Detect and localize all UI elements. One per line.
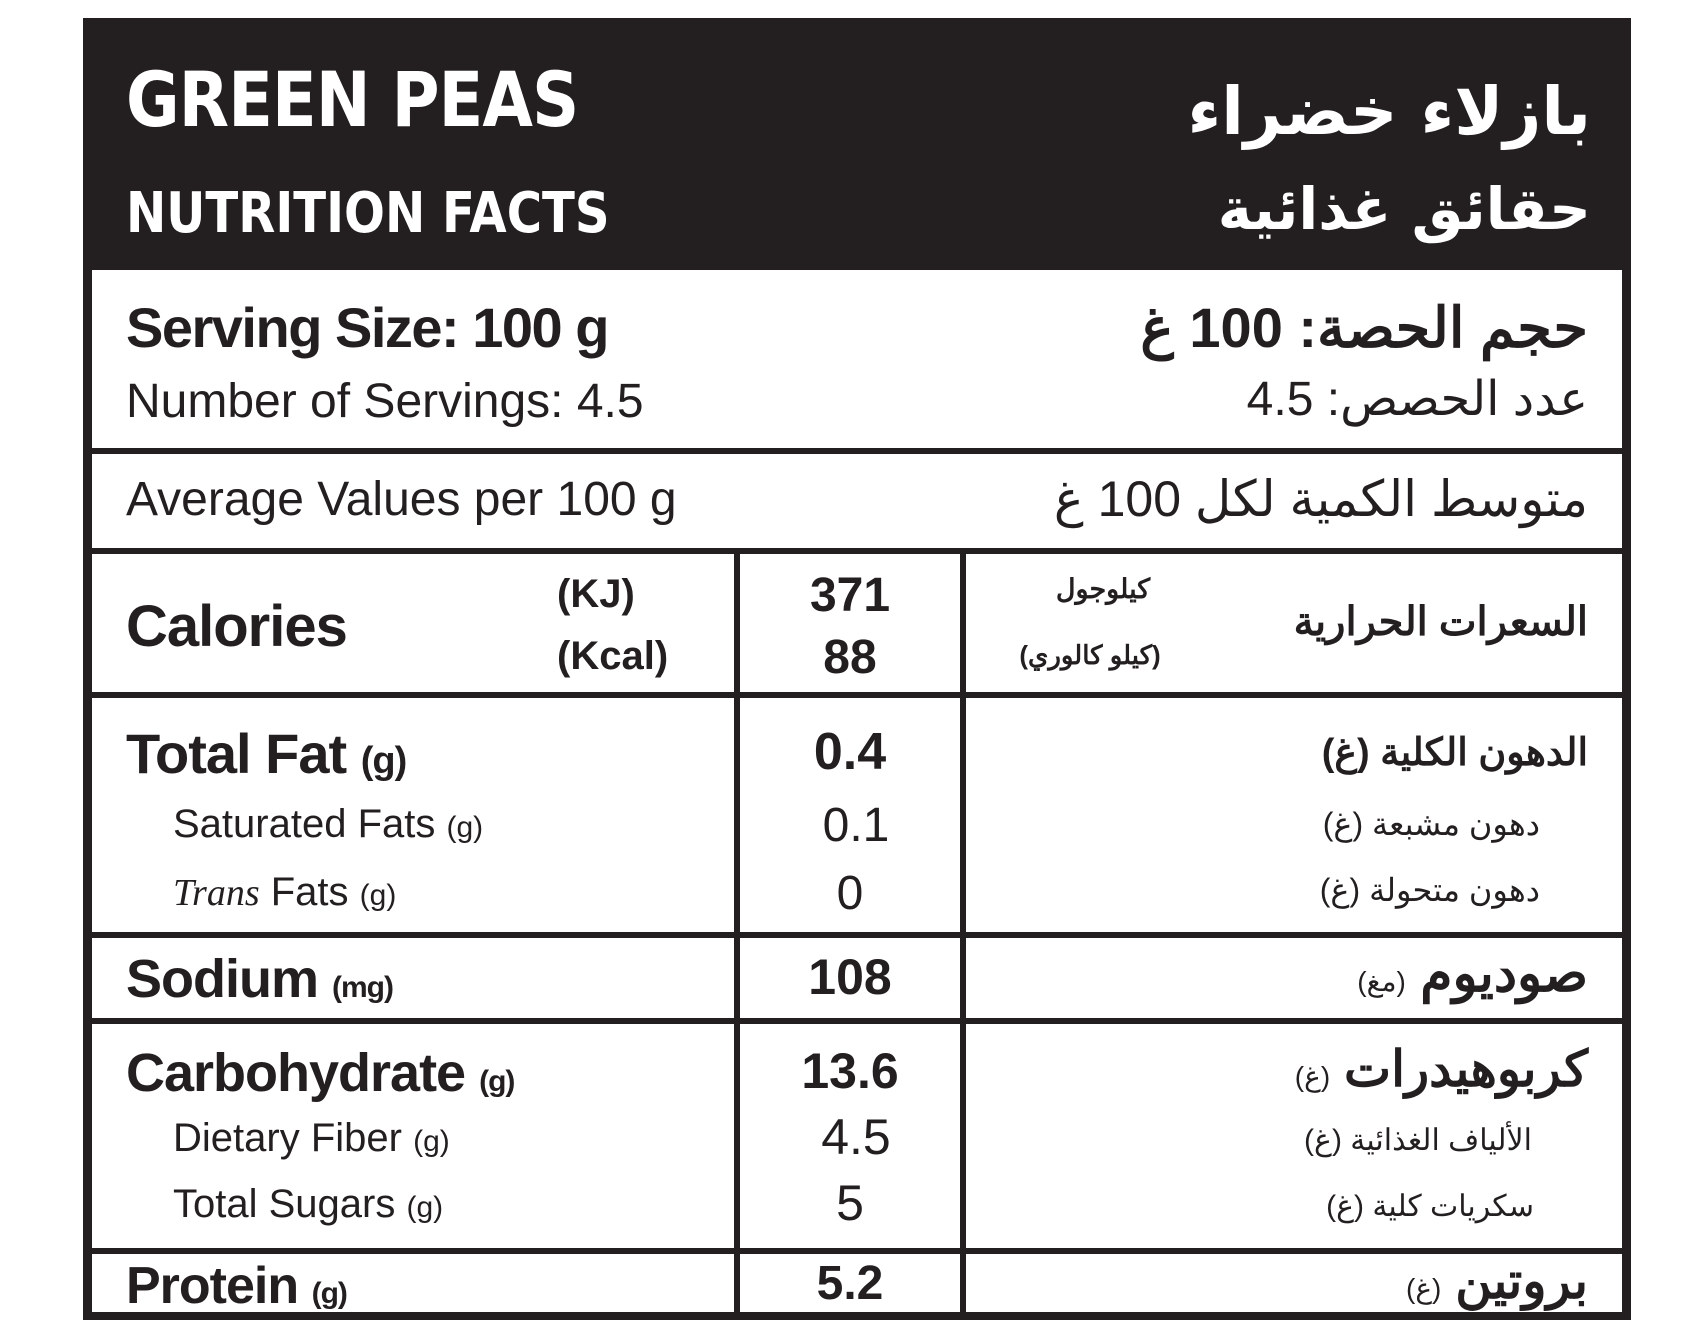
saturated-fat-name: Saturated Fats (173, 802, 436, 846)
sodium-name-ar: صوديوم (1420, 945, 1588, 1003)
sodium-unit-ar: (مغ) (1357, 966, 1406, 997)
protein-ar-cell: بروتين (غ) (966, 1254, 1622, 1312)
fat-value-cell: 0.4 0.1 0 (740, 698, 960, 932)
nutrition-facts-heading-ar: حقائق غذائية (1217, 175, 1591, 243)
trans-fat-label-ar: دهون متحولة (غ) (1319, 872, 1540, 908)
dietary-fiber-name: Dietary Fiber (173, 1116, 402, 1160)
product-title-ar: بازلاء خضراء (1187, 73, 1591, 150)
calories-unit-kcal: (Kcal) (557, 634, 669, 678)
sodium-ar-cell: صوديوم (مغ) (966, 938, 1622, 1018)
protein-label-ar: بروتين (غ) (1406, 1256, 1588, 1306)
serving-size-ar: حجم الحصة: 100 غ (1140, 296, 1588, 359)
calories-ar-cell: كيلوجول (كيلو كالوري) السعرات الحرارية (966, 554, 1622, 692)
nutrition-facts-heading-en: NUTRITION FACTS (126, 181, 610, 246)
carbohydrate-label-en: Carbohydrate (g) (126, 1043, 515, 1103)
calories-value-kj: 371 (809, 569, 891, 622)
protein-label-cell: Protein (g) (92, 1254, 734, 1312)
protein-unit-ar: (غ) (1406, 1273, 1442, 1304)
dietary-fiber-label-en: Dietary Fiber (g) (173, 1118, 450, 1158)
carbs-label-cell: Carbohydrate (g) Dietary Fiber (g) Total… (92, 1024, 734, 1248)
total-sugars-label-ar: سكريات كلية (غ) (1326, 1190, 1534, 1223)
average-values-section: Average Values per 100 g متوسط الكمية لك… (92, 454, 1622, 548)
fat-label-cell: Total Fat (g) Saturated Fats (g) Trans F… (92, 698, 734, 932)
trans-fat-unit: (g) (359, 879, 397, 912)
protein-value-cell: 5.2 (740, 1254, 960, 1312)
sodium-value: 108 (808, 949, 892, 1005)
calories-unit-kj: (KJ) (557, 572, 635, 616)
saturated-fat-unit: (g) (446, 811, 484, 844)
label-header: GREEN PEAS NUTRITION FACTS بازلاء خضراء … (83, 18, 1631, 268)
servings-count-ar: عدد الحصص: 4.5 (1246, 373, 1588, 426)
calories-label-cell: Calories (KJ) (Kcal) (92, 554, 734, 692)
saturated-fat-label-en: Saturated Fats (g) (173, 804, 483, 844)
trans-fat-name: Fats (270, 870, 349, 914)
sodium-label-cell: Sodium (mg) (92, 938, 734, 1018)
dietary-fiber-unit: (g) (413, 1125, 450, 1158)
protein-name-ar: بروتين (1455, 1253, 1588, 1309)
protein-unit: (g) (311, 1277, 348, 1310)
protein-label-en: Protein (g) (126, 1257, 348, 1315)
carbohydrate-label-ar: كربوهيدرات (غ) (1295, 1044, 1588, 1094)
total-fat-label-en: Total Fat (g) (126, 726, 408, 782)
trans-fat-italic: Trans (173, 872, 260, 914)
serving-size-en: Serving Size: 100 g (126, 296, 609, 359)
sodium-value-cell: 108 (740, 938, 960, 1018)
total-fat-value: 0.4 (813, 723, 887, 781)
protein-value: 5.2 (816, 1257, 884, 1310)
calories-unit-kj-ar: كيلوجول (1055, 574, 1151, 604)
carbohydrate-unit-ar: (غ) (1294, 1061, 1331, 1092)
total-fat-name: Total Fat (126, 722, 347, 785)
carbohydrate-unit: (g) (479, 1065, 515, 1098)
carbohydrate-value: 13.6 (801, 1043, 899, 1099)
average-values-en: Average Values per 100 g (126, 473, 677, 526)
total-fat-unit: (g) (360, 740, 408, 782)
nutrition-label: GREEN PEAS NUTRITION FACTS بازلاء خضراء … (83, 18, 1631, 1320)
carbs-value-cell: 13.6 4.5 5 (740, 1024, 960, 1248)
servings-count-en: Number of Servings: 4.5 (126, 375, 644, 428)
trans-fat-value: 0 (836, 867, 864, 920)
trans-fat-label-en: Trans Fats (g) (173, 872, 396, 912)
total-sugars-label-en: Total Sugars (g) (173, 1184, 443, 1224)
total-sugars-unit: (g) (406, 1191, 444, 1224)
calories-label-en: Calories (126, 594, 348, 659)
calories-label-ar: السعرات الحرارية (1293, 600, 1588, 644)
dietary-fiber-value: 4.5 (821, 1109, 891, 1165)
calories-value-cell: 371 88 (740, 554, 960, 692)
fat-ar-cell: الدهون الكلية (غ) دهون مشبعة (غ) دهون مت… (966, 698, 1622, 932)
calories-unit-kcal-ar: (كيلو كالوري) (1019, 640, 1161, 670)
total-fat-label-ar: الدهون الكلية (غ) (1321, 732, 1588, 774)
calories-value-kcal: 88 (823, 631, 877, 684)
product-title-en: GREEN PEAS (126, 55, 579, 144)
dietary-fiber-label-ar: الألياف الغذائية (غ) (1304, 1124, 1532, 1157)
saturated-fat-label-ar: دهون مشبعة (غ) (1322, 806, 1540, 842)
saturated-fat-value: 0.1 (822, 799, 890, 852)
total-sugars-value: 5 (836, 1175, 864, 1231)
total-sugars-name: Total Sugars (173, 1182, 396, 1226)
carbohydrate-name: Carbohydrate (126, 1043, 466, 1103)
sodium-unit: (mg) (332, 971, 394, 1004)
serving-section: Serving Size: 100 g Number of Servings: … (92, 270, 1622, 448)
carbs-ar-cell: كربوهيدرات (غ) الألياف الغذائية (غ) سكري… (966, 1024, 1622, 1248)
protein-name: Protein (126, 1257, 299, 1315)
sodium-label-en: Sodium (mg) (126, 949, 394, 1009)
sodium-name: Sodium (126, 949, 319, 1009)
carbohydrate-name-ar: كربوهيدرات (1344, 1041, 1588, 1097)
average-values-ar: متوسط الكمية لكل 100 غ (1053, 471, 1588, 527)
sodium-label-ar: صوديوم (مغ) (1357, 948, 1588, 1000)
